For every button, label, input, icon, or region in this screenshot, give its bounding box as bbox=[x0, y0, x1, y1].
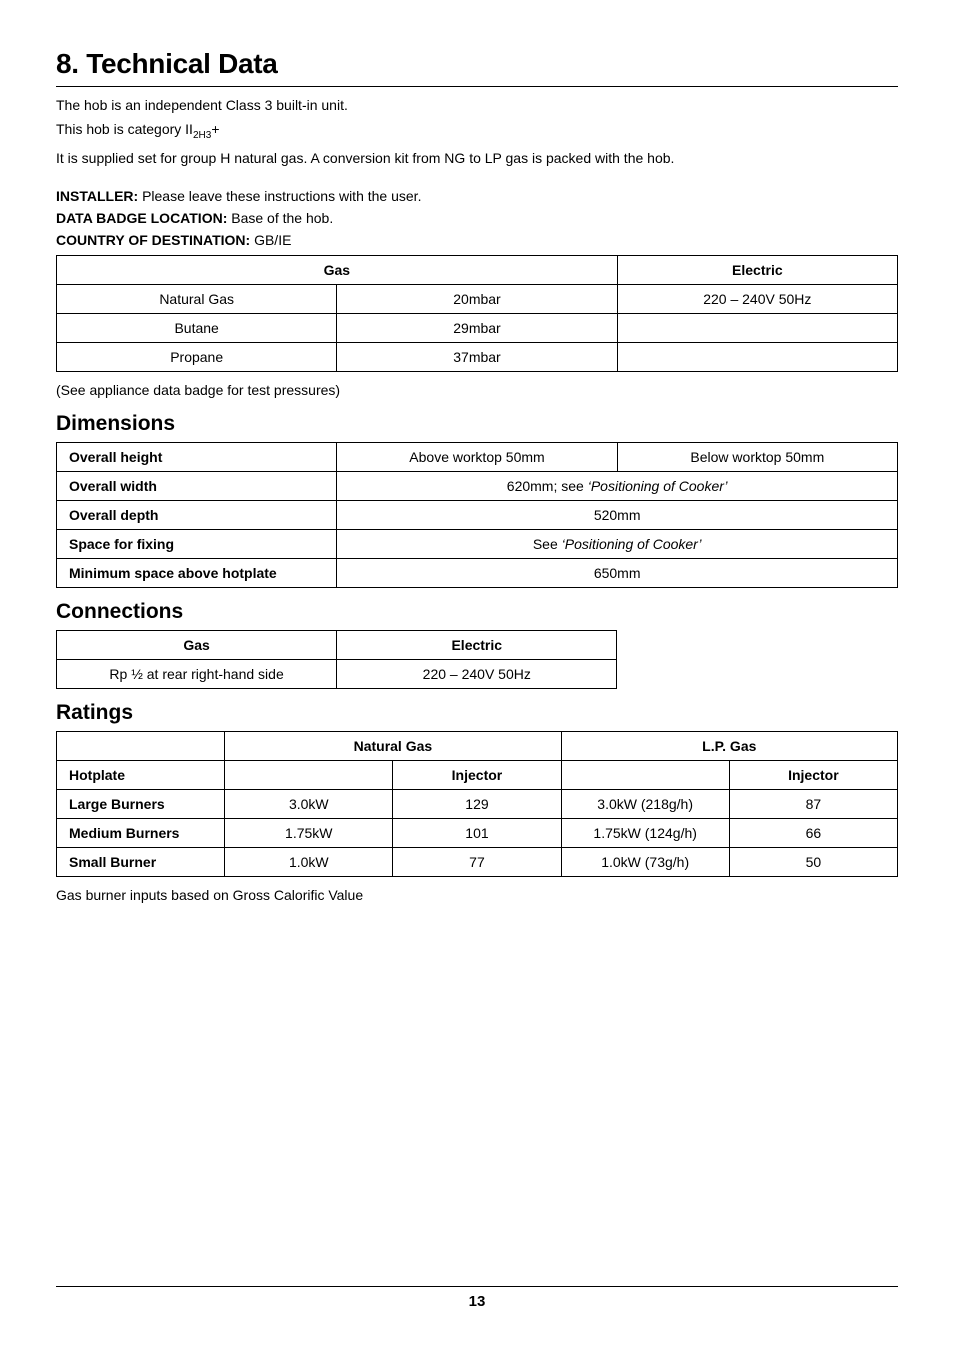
intro-line-2: This hob is category II2H3+ bbox=[56, 119, 898, 143]
ratings-injector-label: Injector bbox=[729, 761, 897, 790]
dim-value: Above worktop 50mm bbox=[337, 443, 617, 472]
conn-electric-value: 220 – 240V 50Hz bbox=[337, 660, 617, 689]
ratings-note: Gas burner inputs based on Gross Calorif… bbox=[56, 885, 898, 905]
ratings-ng-power: 1.0kW bbox=[225, 848, 393, 877]
dim-value: See ‘Positioning of Cooker’ bbox=[337, 530, 898, 559]
installer-text: Please leave these instructions with the… bbox=[138, 188, 421, 204]
connections-heading: Connections bbox=[56, 600, 898, 624]
table-row: Large Burners 3.0kW 129 3.0kW (218g/h) 8… bbox=[57, 790, 898, 819]
dimensions-heading: Dimensions bbox=[56, 412, 898, 436]
intro-line-2-sub: 2H3 bbox=[193, 130, 211, 141]
badge-line: DATA BADGE LOCATION: Base of the hob. bbox=[56, 208, 898, 228]
ratings-lp-power: 1.75kW (124g/h) bbox=[561, 819, 729, 848]
supply-pressure: 20mbar bbox=[337, 284, 617, 313]
table-row: Small Burner 1.0kW 77 1.0kW (73g/h) 50 bbox=[57, 848, 898, 877]
dim-value: 650mm bbox=[337, 559, 898, 588]
ratings-injector-label: Injector bbox=[393, 761, 561, 790]
ratings-row-label: Medium Burners bbox=[57, 819, 225, 848]
ratings-lp-inj: 50 bbox=[729, 848, 897, 877]
dim-value-italic: ‘Positioning of Cooker’ bbox=[562, 536, 702, 552]
dim-value: 620mm; see ‘Positioning of Cooker’ bbox=[337, 472, 898, 501]
footer-rule bbox=[56, 1286, 898, 1287]
supply-electric: 220 – 240V 50Hz bbox=[617, 284, 897, 313]
table-row: Natural Gas L.P. Gas bbox=[57, 732, 898, 761]
table-row: Medium Burners 1.75kW 101 1.75kW (124g/h… bbox=[57, 819, 898, 848]
ratings-header-lp: L.P. Gas bbox=[561, 732, 897, 761]
badge-text: Base of the hob. bbox=[227, 210, 333, 226]
intro-line-1: The hob is an independent Class 3 built-… bbox=[56, 95, 898, 115]
page-title: 8. Technical Data bbox=[56, 48, 898, 80]
supply-electric bbox=[617, 342, 897, 371]
dim-label: Overall width bbox=[57, 472, 337, 501]
country-label: COUNTRY OF DESTINATION: bbox=[56, 232, 250, 248]
table-row: Overall height Above worktop 50mm Below … bbox=[57, 443, 898, 472]
ratings-ng-inj: 101 bbox=[393, 819, 561, 848]
ratings-ng-power: 1.75kW bbox=[225, 819, 393, 848]
supply-table: Gas Electric Natural Gas 20mbar 220 – 24… bbox=[56, 255, 898, 372]
conn-gas-value: Rp ½ at rear right-hand side bbox=[57, 660, 337, 689]
ratings-header-natural: Natural Gas bbox=[225, 732, 561, 761]
dim-label: Minimum space above hotplate bbox=[57, 559, 337, 588]
dim-value: Below worktop 50mm bbox=[617, 443, 897, 472]
table-row: Butane 29mbar bbox=[57, 313, 898, 342]
title-rule bbox=[56, 86, 898, 87]
dim-value-italic: ‘Positioning of Cooker’ bbox=[588, 478, 728, 494]
page-footer: 13 bbox=[56, 1286, 898, 1310]
supply-header-gas: Gas bbox=[57, 255, 618, 284]
dimensions-table: Overall height Above worktop 50mm Below … bbox=[56, 442, 898, 588]
table-row: Hotplate Injector Injector bbox=[57, 761, 898, 790]
ratings-row-label: Small Burner bbox=[57, 848, 225, 877]
dim-value-pre: See bbox=[533, 536, 562, 552]
dim-value: 520mm bbox=[337, 501, 898, 530]
ratings-lp-power: 1.0kW (73g/h) bbox=[561, 848, 729, 877]
table-row: Space for fixing See ‘Positioning of Coo… bbox=[57, 530, 898, 559]
country-text: GB/IE bbox=[250, 232, 291, 248]
ratings-row-label: Large Burners bbox=[57, 790, 225, 819]
installer-label: INSTALLER: bbox=[56, 188, 138, 204]
table-row: Gas Electric bbox=[57, 631, 617, 660]
country-line: COUNTRY OF DESTINATION: GB/IE bbox=[56, 230, 898, 250]
ratings-ng-power: 3.0kW bbox=[225, 790, 393, 819]
ratings-heading: Ratings bbox=[56, 701, 898, 725]
conn-header-gas: Gas bbox=[57, 631, 337, 660]
ratings-lp-inj: 87 bbox=[729, 790, 897, 819]
table-row: Overall depth 520mm bbox=[57, 501, 898, 530]
supply-header-electric: Electric bbox=[617, 255, 897, 284]
table-row: Gas Electric bbox=[57, 255, 898, 284]
ratings-lp-inj: 66 bbox=[729, 819, 897, 848]
supply-pressure: 37mbar bbox=[337, 342, 617, 371]
dim-label: Overall depth bbox=[57, 501, 337, 530]
table-row: Natural Gas 20mbar 220 – 240V 50Hz bbox=[57, 284, 898, 313]
page-number: 13 bbox=[56, 1293, 898, 1310]
ratings-blank bbox=[561, 761, 729, 790]
supply-fuel: Butane bbox=[57, 313, 337, 342]
intro-line-3: It is supplied set for group H natural g… bbox=[56, 148, 898, 168]
supply-fuel: Propane bbox=[57, 342, 337, 371]
ratings-table: Natural Gas L.P. Gas Hotplate Injector I… bbox=[56, 731, 898, 877]
dim-value-pre: 620mm; see bbox=[507, 478, 588, 494]
table-row: Rp ½ at rear right-hand side 220 – 240V … bbox=[57, 660, 617, 689]
table-row: Overall width 620mm; see ‘Positioning of… bbox=[57, 472, 898, 501]
table-row: Minimum space above hotplate 650mm bbox=[57, 559, 898, 588]
ratings-blank bbox=[57, 732, 225, 761]
intro-line-2-pre: This hob is category II bbox=[56, 121, 193, 137]
table-row: Propane 37mbar bbox=[57, 342, 898, 371]
dim-label: Overall height bbox=[57, 443, 337, 472]
ratings-lp-power: 3.0kW (218g/h) bbox=[561, 790, 729, 819]
supply-pressure: 29mbar bbox=[337, 313, 617, 342]
ratings-ng-inj: 129 bbox=[393, 790, 561, 819]
supply-note: (See appliance data badge for test press… bbox=[56, 380, 898, 400]
supply-electric bbox=[617, 313, 897, 342]
supply-fuel: Natural Gas bbox=[57, 284, 337, 313]
ratings-hotplate-label: Hotplate bbox=[57, 761, 225, 790]
connections-table: Gas Electric Rp ½ at rear right-hand sid… bbox=[56, 630, 617, 689]
dim-label: Space for fixing bbox=[57, 530, 337, 559]
installer-line: INSTALLER: Please leave these instructio… bbox=[56, 186, 898, 206]
conn-header-electric: Electric bbox=[337, 631, 617, 660]
intro-line-2-post: + bbox=[211, 121, 219, 137]
badge-label: DATA BADGE LOCATION: bbox=[56, 210, 227, 226]
ratings-ng-inj: 77 bbox=[393, 848, 561, 877]
ratings-blank bbox=[225, 761, 393, 790]
